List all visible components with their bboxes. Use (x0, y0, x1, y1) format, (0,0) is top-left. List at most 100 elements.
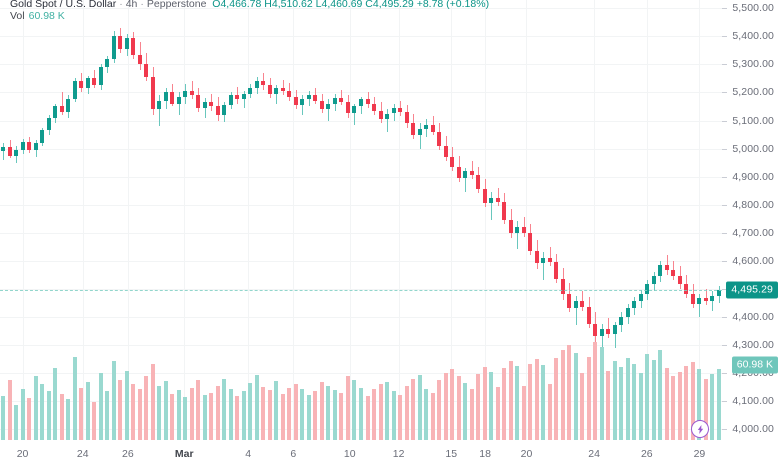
candle-wick (582, 291, 583, 312)
volume-bar (521, 385, 526, 440)
candle-body (456, 166, 461, 178)
candle-wick (244, 91, 245, 108)
volume-bar (27, 398, 32, 440)
candle-body (476, 175, 481, 190)
volume-badge[interactable]: 60.98 K (731, 356, 778, 374)
candle-body (85, 78, 90, 89)
volume-bar (547, 384, 552, 440)
gridline-vertical (128, 0, 129, 440)
volume-bar (632, 363, 637, 440)
candle-body (306, 95, 311, 100)
candle-body (541, 257, 546, 264)
candle-wick (283, 79, 284, 96)
volume-bar (137, 389, 142, 440)
volume-bar (326, 385, 331, 440)
time-axis-label: 10 (343, 448, 356, 460)
gridline-horizontal (0, 149, 722, 150)
candle-body (573, 301, 578, 309)
volume-bar (222, 378, 227, 440)
candle-body (267, 85, 272, 94)
volume-bar (664, 368, 669, 440)
candle-body (638, 294, 643, 302)
candle-body (72, 81, 77, 100)
candle-body (209, 102, 214, 107)
price-axis-tick (722, 121, 727, 122)
volume-bar (261, 386, 266, 440)
current-price-badge[interactable]: 4,495.29 (726, 281, 778, 299)
gridline-horizontal (0, 345, 722, 346)
candle-body (424, 124, 429, 129)
price-axis-label: 4,800.00 (732, 198, 774, 211)
volume-bar (489, 371, 494, 440)
candle-wick (328, 99, 329, 121)
gridline-horizontal (0, 317, 722, 318)
chart-plot-area[interactable] (0, 0, 722, 440)
candle-body (482, 189, 487, 204)
price-axis-tick (722, 8, 727, 9)
volume-bar (430, 392, 435, 440)
volume-bar (586, 356, 591, 440)
candle-body (645, 284, 650, 295)
gridline-horizontal (0, 92, 722, 93)
volume-bar (710, 374, 715, 440)
candle-body (664, 264, 669, 271)
price-axis-tick (722, 261, 727, 262)
volume-bar (352, 379, 357, 440)
candle-body (40, 130, 45, 143)
volume-bar (196, 379, 201, 440)
volume-bar (417, 375, 422, 440)
volume-bar (215, 385, 220, 440)
volume-bar (385, 382, 390, 440)
volume-bar (332, 390, 337, 440)
price-axis-tick (722, 289, 727, 290)
gridline-vertical (485, 0, 486, 440)
volume-bar (254, 375, 259, 440)
volume-bar (306, 394, 311, 440)
candle-body (150, 77, 155, 110)
candle-body (280, 88, 285, 92)
candle-body (111, 36, 116, 59)
volume-bar (398, 394, 403, 440)
candle-body (7, 147, 12, 156)
gridline-horizontal (0, 36, 722, 37)
candle-body (228, 95, 233, 106)
time-axis-label: 18 (479, 448, 491, 460)
candle-body (27, 141, 32, 150)
volume-bar (98, 372, 103, 440)
candle-body (66, 99, 71, 113)
volume-bar (118, 379, 123, 440)
volume-bar (619, 367, 624, 440)
volume-bar (293, 384, 298, 440)
volume-bar (157, 385, 162, 440)
price-axis-label: 5,300.00 (732, 58, 774, 71)
volume-bar (534, 358, 539, 440)
candle-body (690, 294, 695, 305)
time-axis-label: 15 (445, 448, 458, 460)
candle-body (567, 294, 572, 309)
price-axis[interactable]: 5,500.00 5,400.00 5,300.00 5,200.00 5,100.00… (722, 0, 780, 440)
volume-bar (482, 367, 487, 440)
candle-body (124, 37, 129, 50)
volume-bar (7, 379, 12, 440)
candle-wick (524, 217, 525, 237)
volume-bar (495, 386, 500, 440)
candle-body (586, 306, 591, 324)
candle-body (625, 308, 630, 317)
price-axis-tick (722, 205, 727, 206)
candle-body (697, 298, 702, 305)
lightning-bolt-icon[interactable] (691, 420, 710, 438)
price-axis-label: 4,900.00 (732, 170, 774, 183)
candle-body (33, 142, 38, 150)
volume-bar (131, 384, 136, 440)
candle-wick (354, 103, 355, 125)
volume-bar (463, 383, 468, 440)
gridline-horizontal (0, 233, 722, 234)
volume-bar (508, 361, 513, 440)
candle-body (554, 262, 559, 279)
candle-body (385, 113, 390, 120)
candle-wick (159, 95, 160, 127)
candle-body (163, 92, 168, 101)
volume-bar (46, 391, 51, 440)
candle-body (528, 232, 533, 251)
time-axis[interactable]: 20 24 26 Mar 4 6 10 12 15 18 20 24 26 29 (0, 440, 780, 470)
